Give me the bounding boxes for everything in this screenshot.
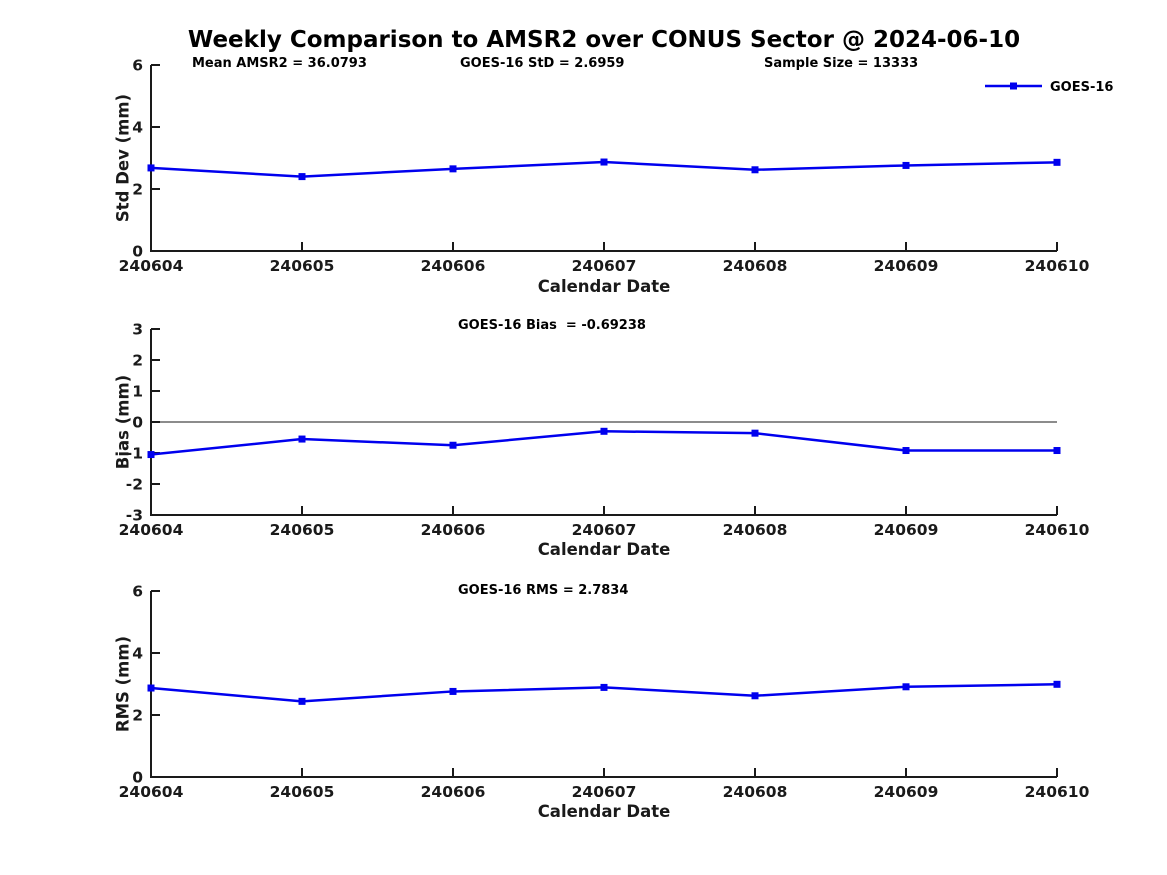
- annotation-goes16-rms: GOES-16 RMS = 2.7834: [458, 583, 629, 598]
- std-dev-data-point-marker: [902, 161, 910, 169]
- legend-swatch-icon: [985, 82, 1042, 90]
- std-dev-axes: [150, 65, 1057, 252]
- rms-x-tick-label: 240609: [874, 783, 939, 801]
- std-dev-data-point-marker: [751, 166, 759, 174]
- rms-chart: 0 2 4 6 240604 240605 240606 240607 240608 240609…: [119, 583, 1090, 802]
- bias-y-tick-label: -1: [126, 445, 143, 463]
- bias-data-point-marker: [449, 441, 457, 449]
- bias-data-point-marker: [298, 435, 306, 443]
- rms-x-tick-label: 240608: [723, 783, 788, 801]
- std-dev-data-point-marker: [147, 164, 155, 172]
- rms-x-tick-label: 240606: [421, 783, 486, 801]
- rms-data-point-marker: [147, 684, 155, 692]
- std-dev-y-tick-label: 6: [132, 57, 143, 75]
- bias-x-tick-label: 240610: [1025, 521, 1090, 539]
- bias-x-tick-label: 240606: [421, 521, 486, 539]
- std-dev-y-tick-label: 4: [132, 119, 143, 137]
- std-dev-x-tick-label: 240607: [572, 257, 637, 275]
- std-dev-y-tick-label: 2: [132, 181, 143, 199]
- bias-data-point-marker: [147, 451, 155, 459]
- rms-y-tick-label: 6: [132, 583, 143, 601]
- std-dev-x-tick-label: 240609: [874, 257, 939, 275]
- bias-x-tick-label: 240607: [572, 521, 637, 539]
- rms-x-tick-label: 240605: [270, 783, 335, 801]
- rms-data-point-marker: [902, 683, 910, 691]
- rms-data-point-marker: [298, 697, 306, 705]
- legend-label: GOES-16: [1050, 80, 1114, 95]
- std-dev-data-point-marker: [600, 158, 608, 166]
- std-dev-data-point-marker: [298, 173, 306, 181]
- bias-chart: -3 -2 -1 0 1 2 3 240604 240605 240606 240607 240608…: [119, 321, 1090, 540]
- figure-title: Weekly Comparison to AMSR2 over CONUS Se…: [187, 27, 1021, 53]
- bias-y-tick-label: 2: [132, 352, 143, 370]
- std-dev-x-tick-label: 240610: [1025, 257, 1090, 275]
- bias-y-tick-label: 1: [132, 383, 143, 401]
- std-dev-y-tick-label: 0: [132, 243, 143, 261]
- bias-data-point-marker: [902, 447, 910, 455]
- bias-y-tick-label: 3: [132, 321, 143, 339]
- bias-x-tick-label: 240605: [270, 521, 335, 539]
- std-dev-x-tick-label: 240605: [270, 257, 335, 275]
- annotation-sample-size: Sample Size = 13333: [764, 56, 919, 71]
- std-dev-data-point-marker: [1053, 158, 1061, 166]
- std-dev-x-tick-label: 240606: [421, 257, 486, 275]
- std-dev-x-axis-label: Calendar Date: [537, 277, 671, 296]
- legend-line-marker-icon: [985, 78, 1042, 97]
- rms-data-point-marker: [600, 683, 608, 691]
- legend: GOES-16: [985, 78, 1113, 97]
- rms-data-point-marker: [1053, 680, 1061, 688]
- bias-data-point-marker: [751, 429, 759, 437]
- bias-x-tick-label: 240609: [874, 521, 939, 539]
- std-dev-x-tick-label: 240608: [723, 257, 788, 275]
- bias-x-axis-label: Calendar Date: [537, 540, 671, 559]
- bias-data-point-marker: [1053, 447, 1061, 455]
- bias-x-tick-label: 240608: [723, 521, 788, 539]
- bias-y-tick-label: -2: [126, 476, 143, 494]
- std-dev-x-tick-label: 240604: [119, 257, 184, 275]
- rms-y-tick-label: 0: [132, 769, 143, 787]
- rms-x-axis-label: Calendar Date: [537, 802, 671, 821]
- bias-y-tick-label: -3: [126, 507, 143, 525]
- bias-y-tick-label: 0: [132, 414, 143, 432]
- annotation-mean-amsr2: Mean AMSR2 = 36.0793: [192, 56, 367, 71]
- rms-y-tick-label: 2: [132, 707, 143, 725]
- rms-x-tick-label: 240610: [1025, 783, 1090, 801]
- rms-y-tick-label: 4: [132, 645, 143, 663]
- std-dev-data-point-marker: [449, 165, 457, 173]
- annotation-goes16-bias: GOES-16 Bias = -0.69238: [458, 318, 646, 333]
- rms-x-tick-label: 240604: [119, 783, 184, 801]
- bias-data-point-marker: [600, 427, 608, 435]
- rms-data-point-marker: [751, 692, 759, 700]
- std-dev-chart: 0 2 4 6 240604 240605 240606 240607 240608 240609…: [119, 57, 1090, 276]
- rms-data-point-marker: [449, 687, 457, 695]
- bias-x-tick-label: 240604: [119, 521, 184, 539]
- rms-x-tick-label: 240607: [572, 783, 637, 801]
- annotation-goes16-std: GOES-16 StD = 2.6959: [460, 56, 625, 71]
